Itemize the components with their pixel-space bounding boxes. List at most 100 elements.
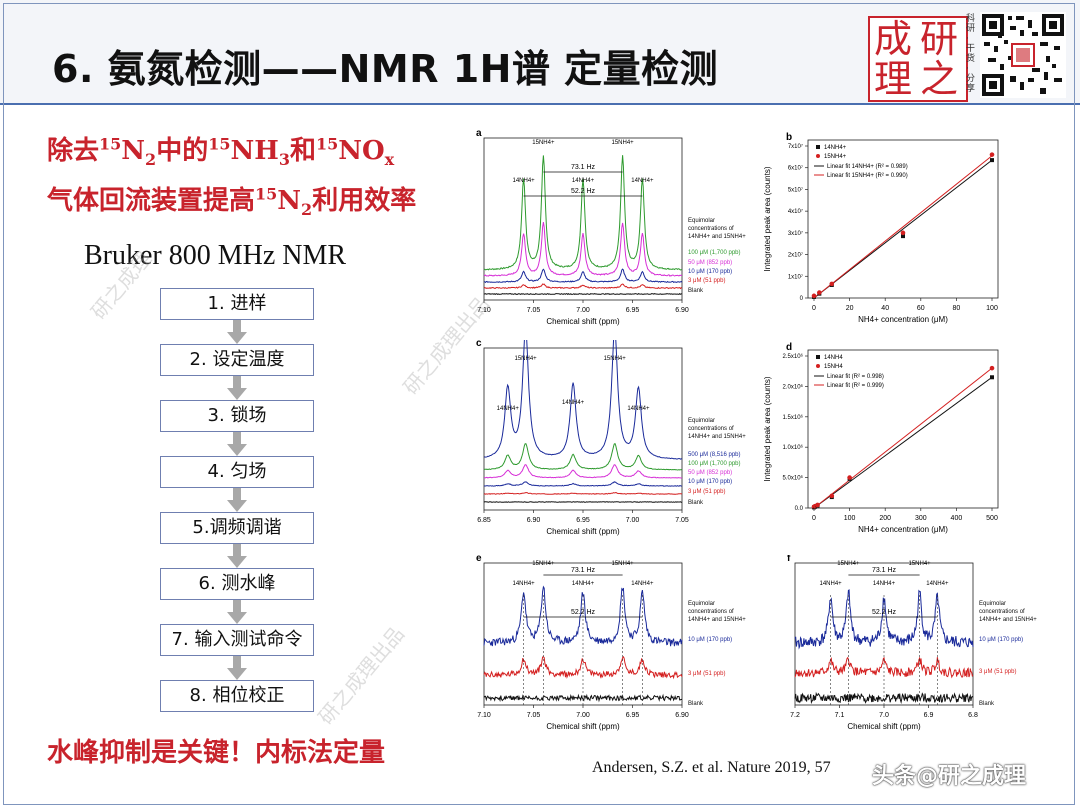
data-point-15n [847, 475, 852, 480]
legend-entry: 10 μM (170 ppb) [688, 637, 732, 643]
line-remove-15n: 除去15N2中的15NH3和15NOx [47, 130, 394, 169]
legend-entry: 100 μM (1,700 ppb) [688, 250, 741, 256]
x-tick-label: 6.90 [675, 307, 689, 314]
down-arrow-icon [227, 320, 247, 344]
y-tick-label: 2.5x10⁶ [783, 353, 804, 360]
fit-line [813, 155, 993, 299]
x-tick-label: 7.1 [835, 712, 845, 719]
watermark-text: 头条@研之成理 [872, 764, 1027, 789]
spectrum-trace [483, 292, 683, 296]
y-tick-label: 1.5x10⁶ [783, 414, 804, 421]
y-tick-label: 1x10⁷ [788, 273, 803, 280]
x-tick-label: 7.05 [527, 712, 541, 719]
x-tick-label: 6.85 [477, 517, 491, 524]
legend-entry: 15NH4+ [824, 154, 847, 160]
x-tick-label: 7.00 [576, 307, 590, 314]
legend-entry: 14NH4+ and 15NH4+ [688, 234, 746, 240]
spectrum-trace [794, 691, 974, 705]
legend-entry: Blank [688, 701, 704, 707]
peak-label: 15NH4+ [532, 561, 555, 567]
legend-entry: Blank [688, 288, 704, 294]
peak-label: 15NH4+ [837, 561, 860, 567]
conclusion-text: 水峰抑制是关键！内标法定量 [47, 738, 386, 768]
legend-entry: Blank [688, 500, 704, 506]
legend-entry: 10 μM (170 ppb) [688, 479, 732, 485]
qr-code[interactable] [980, 12, 1066, 98]
seal-char: 研 [920, 17, 959, 61]
x-tick-label: 0 [812, 305, 816, 312]
legend-entry: Linear fit 14NH4+ (R² = 0.989) [827, 164, 908, 170]
seal-char: 理 [874, 57, 913, 101]
down-arrow-icon [227, 656, 247, 680]
x-tick-label: 7.10 [477, 712, 491, 719]
sub: 2 [145, 150, 157, 170]
fit-line [813, 367, 993, 509]
legend-entry: 100 μM (1,700 ppb) [688, 461, 741, 467]
panel-letter: c [476, 340, 482, 349]
legend-entry: 10 μM (170 ppb) [979, 637, 1023, 643]
legend-entry: Linear fit (R² = 0.998) [827, 374, 884, 380]
flow-step: 1. 进样 [160, 288, 314, 320]
y-tick-label: 2.0x10⁶ [783, 383, 804, 390]
x-axis-label: Chemical shift (ppm) [546, 527, 620, 536]
page-title: 6. 氨氮检测——NMR 1H谱 定量检测 [52, 47, 719, 91]
data-point-15n [817, 290, 822, 295]
x-tick-label: 7.10 [477, 307, 491, 314]
data-point-14n [990, 375, 994, 380]
legend-entry: 10 μM (170 ppb) [688, 269, 732, 275]
legend-entry: Linear fit (R² = 0.999) [827, 383, 884, 389]
panel-letter: a [476, 130, 482, 139]
spectrum-trace [794, 589, 974, 650]
spectrum-trace [483, 283, 683, 290]
peak-label: 14NH4+ [631, 178, 654, 184]
y-tick-label: 0 [800, 296, 804, 302]
legend-entry: Equimolar [688, 601, 715, 607]
legend-marker [816, 145, 820, 149]
peak-label: 14NH4+ [627, 406, 650, 412]
down-arrow-icon [227, 488, 247, 512]
panel-a-spectrum: a 7.10 7.05 7.00 6.95 6.90 Chemical shift (ppm… [476, 130, 746, 326]
legend-marker [816, 355, 820, 359]
spectrum-trace [794, 656, 974, 679]
brand-motto: 科研·干货·分享 [966, 14, 976, 94]
peak-label: 15NH4+ [514, 356, 537, 362]
peak-label: 15NH4+ [909, 561, 932, 567]
legend-entry: 3 μM (51 ppb) [979, 669, 1016, 675]
text: N [277, 186, 302, 216]
legend-entry: concentrations of [688, 609, 734, 615]
legend-entry: 14NH4+ [824, 145, 847, 151]
flow-step: 4. 匀场 [160, 456, 314, 488]
legend-entry: 14NH4+ and 15NH4+ [688, 434, 746, 440]
legend-entry: 500 μM (8,516 ppb) [688, 452, 741, 458]
legend-entry: 3 μM (51 ppb) [688, 489, 725, 495]
legend-entry: 50 μM (852 ppb) [688, 470, 732, 476]
text: 除去 [47, 136, 100, 166]
x-tick-label: 20 [846, 305, 854, 312]
coupling-label: 73.1 Hz [872, 567, 897, 574]
y-tick-label: 0.0 [795, 506, 804, 512]
legend-entry: 3 μM (51 ppb) [688, 671, 725, 677]
data-point-15n [829, 493, 835, 499]
legend-entry: concentrations of [688, 426, 734, 432]
peak-label: 14NH4+ [926, 581, 949, 587]
flow-step: 7. 输入测试命令 [160, 624, 314, 656]
panel-b-calibration: b 0 1x10⁷ 2x10⁷ 3x10⁷ 4x10⁷ 5x10⁷ 6x10⁷ 7x10⁷ 0 20… [763, 132, 999, 324]
instrument-label: Bruker 800 MHz NMR [84, 240, 347, 271]
x-tick-label: 6.95 [626, 307, 640, 314]
x-tick-label: 6.95 [626, 712, 640, 719]
down-arrow-icon [227, 600, 247, 624]
data-point-15n [900, 230, 906, 236]
x-tick-label: 7.00 [626, 517, 640, 524]
panel-e-spectrum: e 7.10 7.05 7.00 6.95 6.90 Chemical shift (ppm… [476, 555, 746, 731]
spectrum-trace [483, 491, 683, 495]
legend-entry: Blank [979, 701, 995, 707]
text: NO [338, 136, 385, 166]
x-axis-label: Chemical shift (ppm) [546, 317, 620, 326]
x-tick-label: 100 [844, 515, 856, 522]
fit-line [813, 376, 993, 509]
y-tick-label: 5x10⁷ [788, 186, 803, 193]
y-axis-label: Integrated peak area (counts) [763, 376, 772, 481]
sup: 15 [208, 134, 231, 154]
peak-label: 14NH4+ [631, 581, 654, 587]
citation: Andersen, S.Z. et al. Nature 2019, 57 [592, 759, 831, 776]
